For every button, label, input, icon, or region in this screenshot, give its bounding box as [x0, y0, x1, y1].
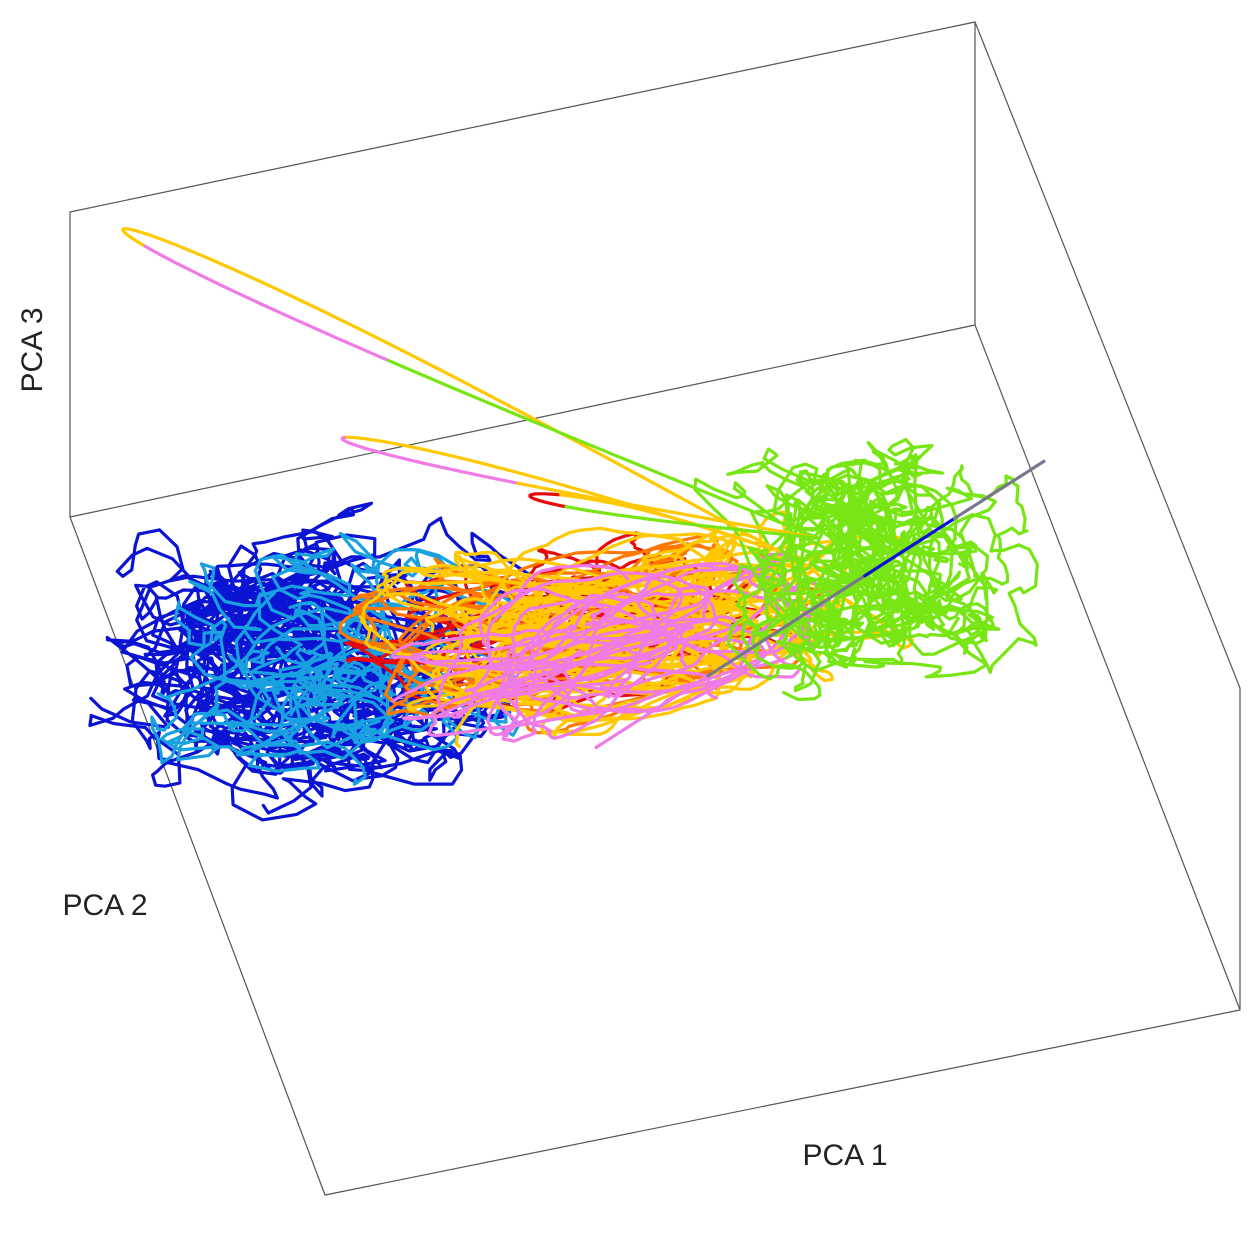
- trajectory-pink: [391, 563, 718, 719]
- z-axis-label: PCA 3: [16, 307, 49, 392]
- trajectory-green: [726, 493, 943, 693]
- axes-box: [69, 21, 1241, 1196]
- excursion-yellow: [516, 481, 821, 540]
- excursion-pink: [340, 435, 520, 485]
- stem-blue: [863, 516, 956, 578]
- excursion-green: [564, 505, 821, 540]
- x-axis-label: PCA 1: [802, 1139, 887, 1172]
- y-axis-label: PCA 2: [62, 889, 147, 922]
- excursion-green: [386, 358, 821, 540]
- excursion-pink: [143, 244, 391, 363]
- stem-gray: [952, 459, 1046, 521]
- stem-pink: [594, 674, 710, 750]
- excursion-yellow: [121, 227, 780, 553]
- trajectory-pink: [391, 615, 739, 721]
- excursion-red: [528, 492, 568, 509]
- trajectory-cyan: [235, 547, 363, 773]
- trajectory-green: [846, 437, 957, 648]
- excursion-yellow: [556, 493, 780, 553]
- trajectory-green: [750, 545, 990, 702]
- trajectory-yellow: [419, 551, 824, 675]
- trajectory-pink: [485, 593, 679, 738]
- stem-gray: [706, 574, 867, 678]
- trajectory-cyan: [188, 562, 401, 750]
- trajectory-cyan: [159, 644, 448, 762]
- trajectories: [88, 227, 1046, 822]
- trajectory-green: [821, 506, 1039, 674]
